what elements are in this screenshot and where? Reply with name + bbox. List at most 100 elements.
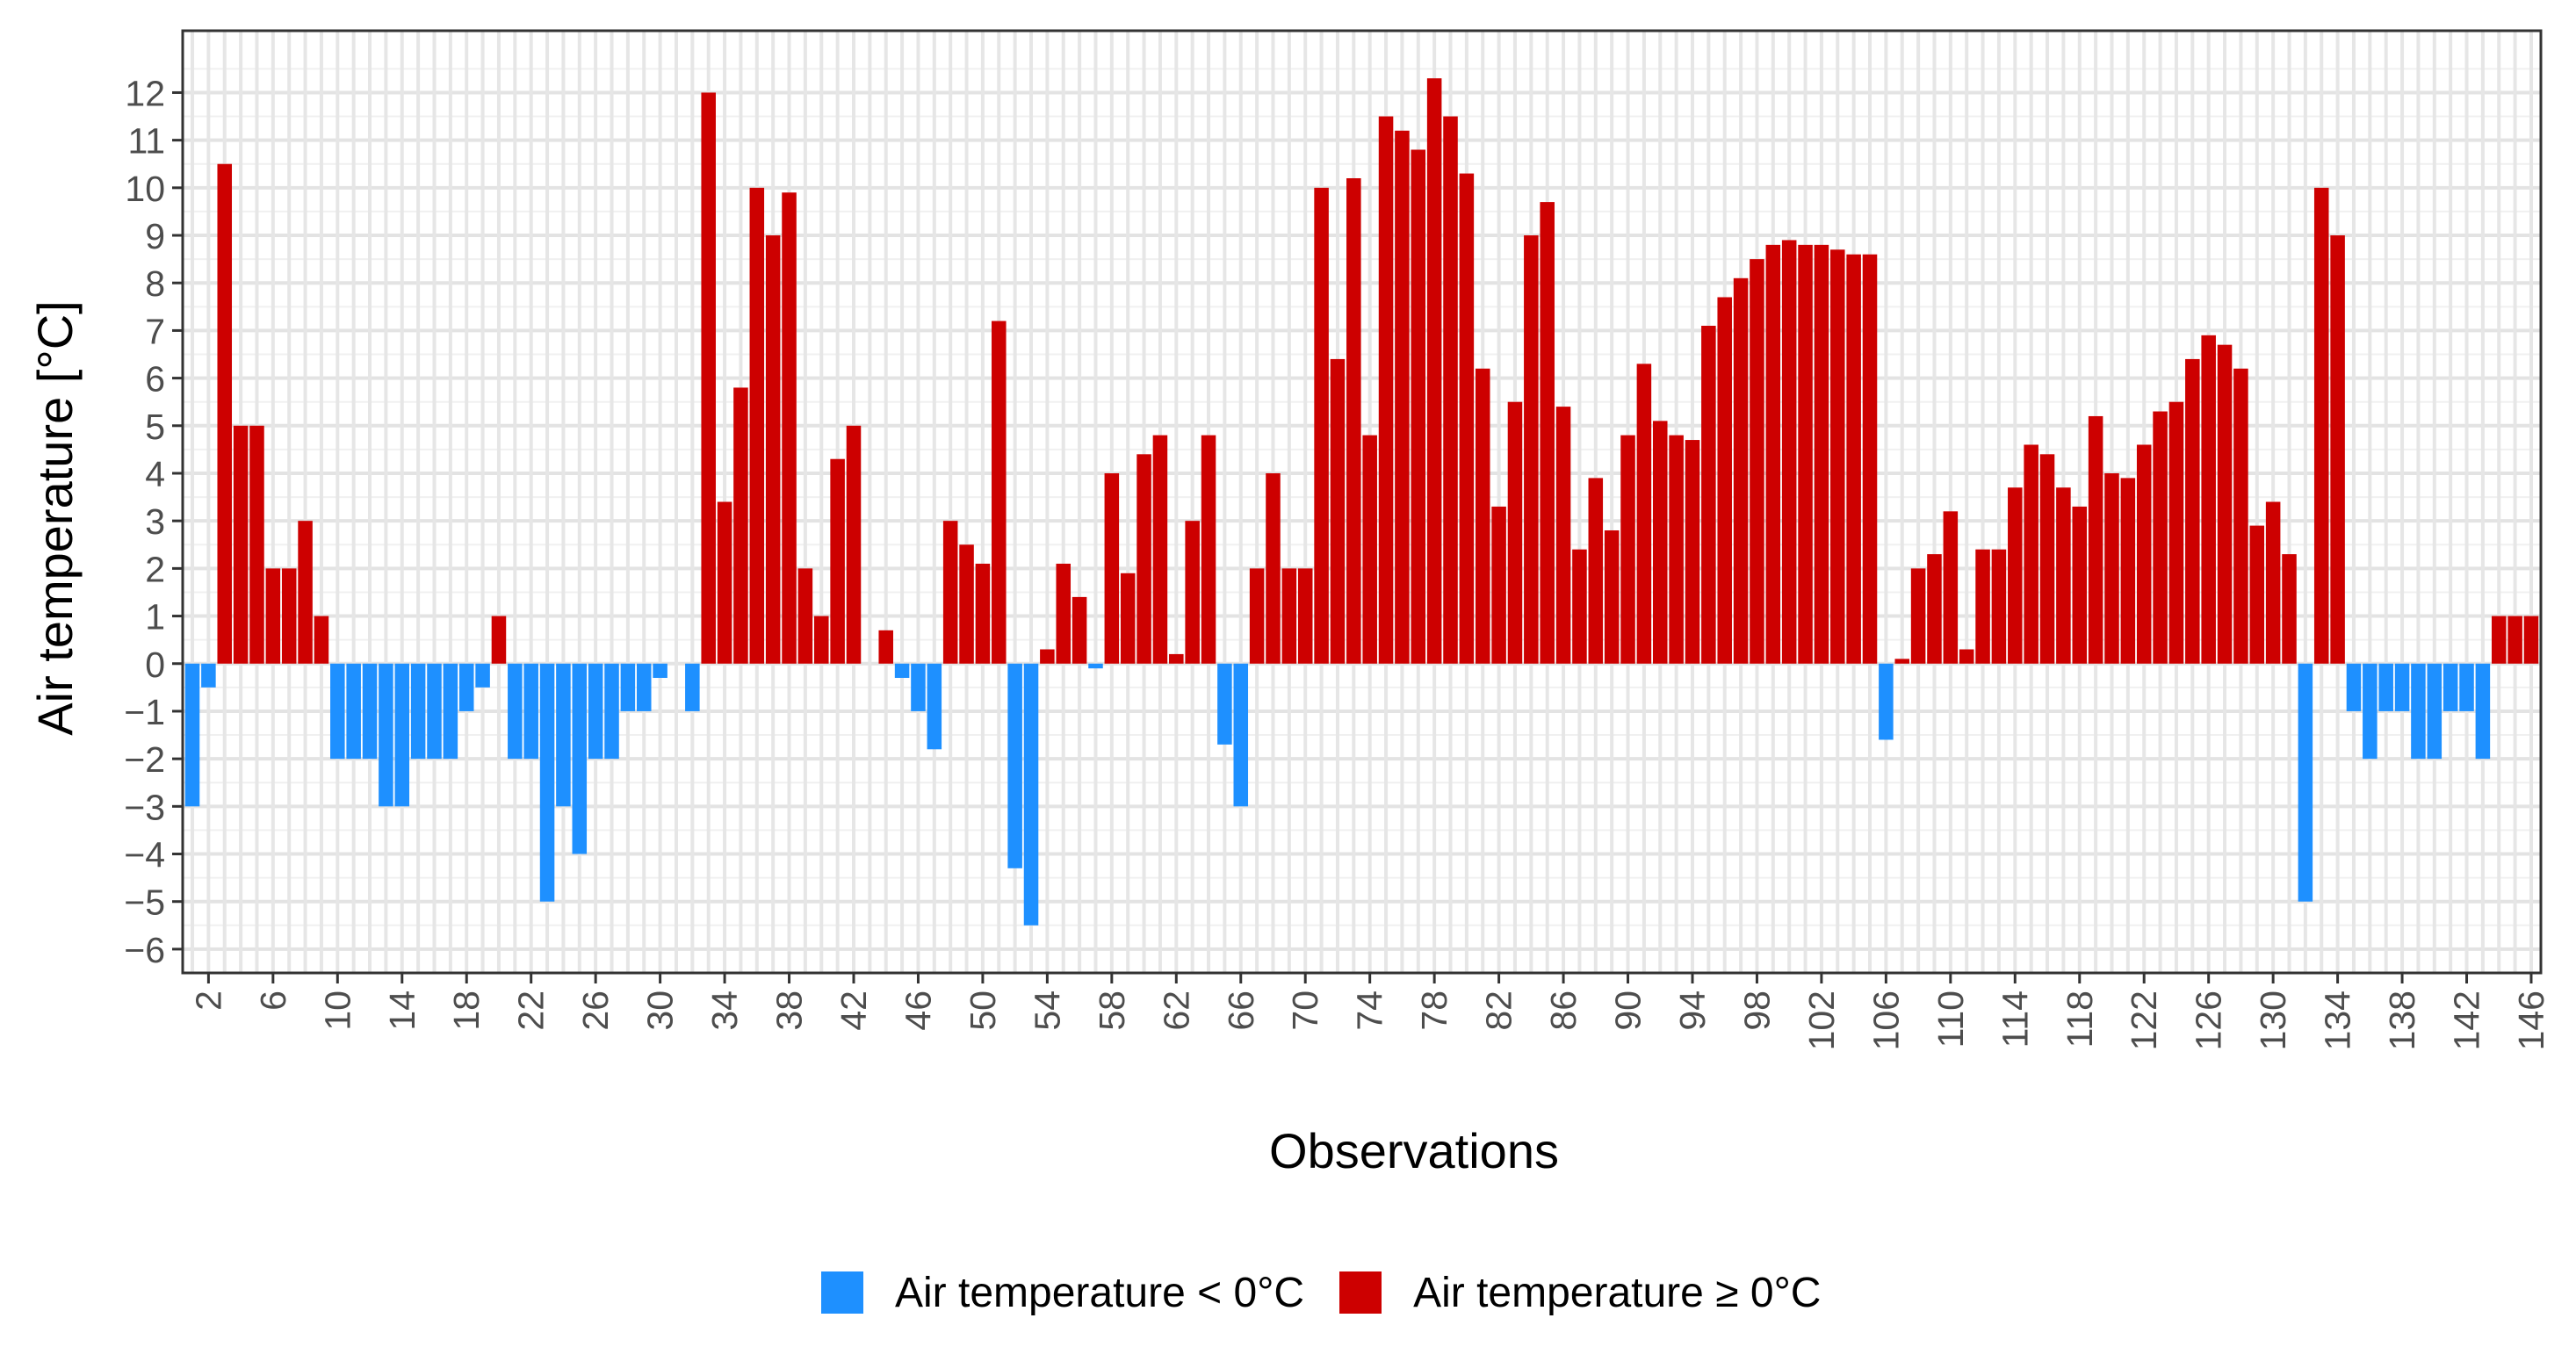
bar-obs-24 <box>556 663 571 807</box>
bar-obs-11 <box>346 663 361 760</box>
bar-obs-76 <box>1395 130 1410 664</box>
bar-obs-13 <box>379 663 393 807</box>
bar-obs-28 <box>620 663 636 711</box>
bar-obs-32 <box>685 663 700 711</box>
legend-key-below-zero <box>821 1271 863 1314</box>
bar-obs-129 <box>2249 525 2265 664</box>
y-tick-label: 0 <box>145 645 165 685</box>
bar-obs-82 <box>1491 506 1506 664</box>
bar-obs-87 <box>1572 549 1587 664</box>
bar-obs-40 <box>813 616 829 664</box>
bar-obs-100 <box>1781 240 1797 664</box>
y-tick-label: 2 <box>145 549 165 589</box>
bar-obs-59 <box>1120 573 1136 664</box>
bar-obs-62 <box>1169 653 1184 664</box>
bar-obs-52 <box>1007 663 1022 868</box>
bar-obs-56 <box>1072 596 1087 664</box>
bar-obs-2 <box>201 663 216 688</box>
bar-obs-118 <box>2072 506 2088 664</box>
bar-obs-84 <box>1524 235 1539 664</box>
bar-obs-119 <box>2088 415 2103 664</box>
y-tick-label: −3 <box>124 787 165 827</box>
y-tick-label: 1 <box>145 597 165 637</box>
x-tick-label: 62 <box>1156 990 1196 1031</box>
bar-obs-102 <box>1814 244 1829 664</box>
x-tick-label: 130 <box>2253 990 2293 1050</box>
y-tick-label: −4 <box>124 835 165 875</box>
bar-obs-137 <box>2378 663 2393 711</box>
bar-obs-68 <box>1266 472 1281 664</box>
x-tick-label: 82 <box>1479 990 1519 1031</box>
y-tick-label: −1 <box>124 692 165 732</box>
bar-obs-17 <box>443 663 458 760</box>
bar-obs-15 <box>410 663 426 760</box>
bar-obs-128 <box>2233 368 2248 664</box>
x-tick-label: 26 <box>575 990 616 1031</box>
x-tick-label: 10 <box>317 990 357 1031</box>
bar-obs-34 <box>717 501 732 664</box>
bar-obs-85 <box>1540 202 1555 664</box>
bar-obs-101 <box>1798 244 1813 664</box>
bar-obs-3 <box>217 163 233 664</box>
bar-obs-71 <box>1314 187 1329 664</box>
bar-obs-45 <box>894 663 910 679</box>
x-tick-label: 122 <box>2124 990 2164 1050</box>
bar-obs-141 <box>2443 663 2458 711</box>
bar-obs-93 <box>1669 435 1684 664</box>
bar-obs-136 <box>2363 663 2378 760</box>
x-axis-title: Observations <box>1269 1123 1559 1178</box>
bar-obs-51 <box>992 321 1007 664</box>
bar-obs-97 <box>1733 277 1749 664</box>
bar-obs-12 <box>362 663 378 760</box>
bar-obs-10 <box>330 663 345 760</box>
x-tick-label: 146 <box>2511 990 2551 1050</box>
y-tick-label: 8 <box>145 263 165 304</box>
x-tick-label: 46 <box>898 990 938 1031</box>
bar-obs-29 <box>636 663 652 711</box>
bar-obs-19 <box>475 663 490 688</box>
bar-obs-104 <box>1846 254 1861 664</box>
x-tick-label: 74 <box>1350 990 1390 1031</box>
bar-obs-99 <box>1765 244 1781 664</box>
bar-obs-98 <box>1750 259 1764 664</box>
bar-obs-131 <box>2282 554 2297 664</box>
bar-obs-69 <box>1281 568 1297 664</box>
bar-obs-90 <box>1620 435 1635 664</box>
bar-obs-96 <box>1717 297 1732 664</box>
y-tick-label: 7 <box>145 311 165 351</box>
bar-obs-125 <box>2185 358 2200 664</box>
bar-obs-6 <box>265 568 281 664</box>
x-tick-label: 38 <box>769 990 810 1031</box>
bar-obs-94 <box>1685 440 1700 664</box>
bar-obs-5 <box>249 425 264 664</box>
bar-obs-124 <box>2168 401 2184 664</box>
plot-panel-border <box>181 29 2543 975</box>
x-tick-label: 134 <box>2318 990 2358 1050</box>
bar-obs-132 <box>2298 663 2313 902</box>
bar-obs-27 <box>604 663 619 760</box>
bar-obs-146 <box>2523 616 2539 664</box>
bar-obs-127 <box>2217 344 2233 664</box>
y-tick-label: 12 <box>125 73 165 113</box>
bar-obs-20 <box>491 616 507 664</box>
bar-obs-144 <box>2491 616 2507 664</box>
bar-obs-64 <box>1201 435 1216 664</box>
bar-obs-142 <box>2459 663 2474 711</box>
bar-obs-74 <box>1362 435 1377 664</box>
y-axis-title: Air temperature [°C] <box>27 300 83 735</box>
y-tick-label: 6 <box>145 359 165 400</box>
x-tick-label: 6 <box>253 990 293 1011</box>
x-tick-label: 110 <box>1930 990 1971 1048</box>
bar-obs-18 <box>458 663 474 711</box>
bar-obs-16 <box>427 663 442 760</box>
bar-obs-122 <box>2136 444 2152 664</box>
bar-obs-72 <box>1330 358 1346 664</box>
bar-obs-78 <box>1426 78 1442 664</box>
bar-obs-91 <box>1636 364 1652 664</box>
bar-obs-105 <box>1862 254 1878 664</box>
x-tick-label: 94 <box>1672 990 1713 1031</box>
bar-obs-111 <box>1959 649 1974 664</box>
bar-obs-83 <box>1507 401 1523 664</box>
x-tick-label: 126 <box>2189 990 2229 1050</box>
